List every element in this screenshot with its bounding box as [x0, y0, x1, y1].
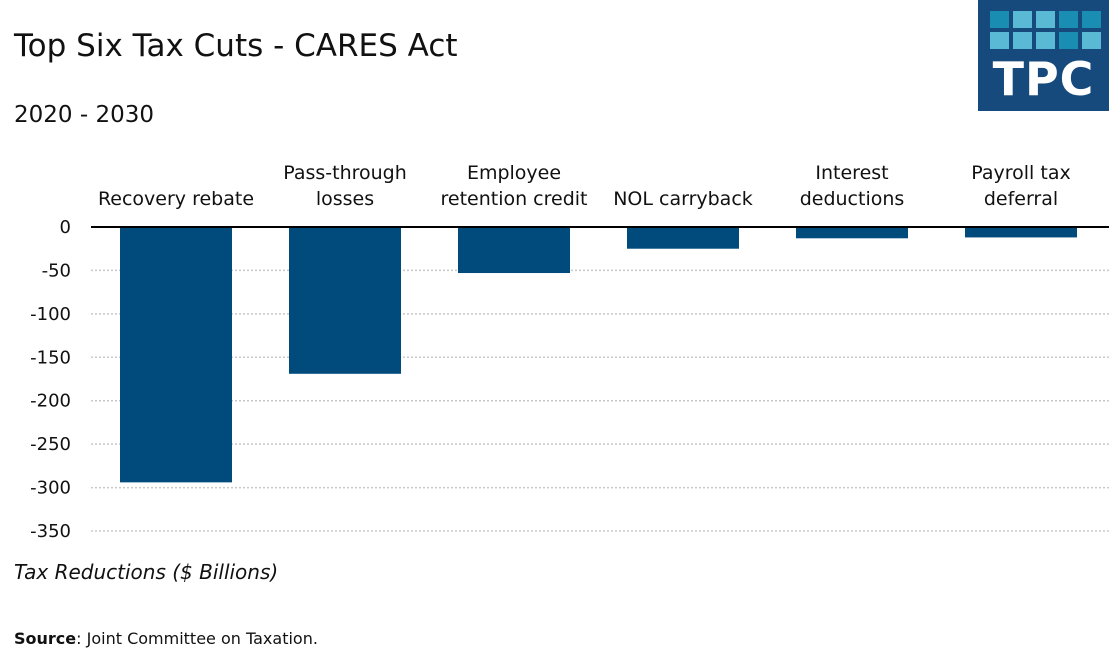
logo-cell	[1082, 32, 1101, 49]
category-label: Employee retention credit	[440, 162, 587, 210]
logo-cell	[1036, 11, 1055, 28]
bar	[965, 227, 1077, 238]
chart-subtitle: 2020 - 2030	[14, 102, 154, 128]
logo-cell	[1013, 11, 1032, 28]
category-labels: Recovery rebate Pass-through losses Employe…	[98, 162, 1071, 210]
logo-cell	[1059, 32, 1078, 49]
chart-title: Top Six Tax Cuts - CARES Act	[14, 28, 458, 64]
category-label: NOL carryback	[613, 188, 753, 210]
y-tick-label: -350	[30, 521, 71, 542]
gridlines	[91, 269, 1109, 532]
bar	[289, 227, 401, 374]
bar	[796, 227, 908, 239]
y-tick-label: -100	[30, 304, 71, 325]
bar	[120, 227, 232, 483]
logo-cell	[1013, 32, 1032, 49]
y-tick-label: -150	[30, 347, 71, 368]
category-label: Recovery rebate	[98, 188, 254, 210]
logo-cell	[1036, 32, 1055, 49]
logo-grid	[990, 11, 1101, 49]
y-tick-label: -200	[30, 391, 71, 412]
logo-cell	[1082, 11, 1101, 28]
bar	[458, 227, 570, 274]
source-note: Source: Joint Committee on Taxation.	[14, 629, 318, 648]
y-axis-ticks: 0 -50 -100 -150 -200 -250 -300 -350	[30, 217, 71, 542]
y-axis-label: Tax Reductions ($ Billions)	[14, 560, 279, 584]
logo-cell	[990, 11, 1009, 28]
bars	[120, 227, 1077, 483]
source-label: Source	[14, 629, 77, 648]
logo-cell	[1059, 11, 1078, 28]
bar	[627, 227, 739, 249]
y-tick-label: -250	[30, 434, 71, 455]
source-text: : Joint Committee on Taxation.	[76, 629, 318, 648]
logo-cell	[990, 32, 1009, 49]
tpc-logo: TPC	[978, 0, 1109, 111]
y-tick-label: -300	[30, 478, 71, 499]
logo-text: TPC	[992, 52, 1095, 106]
category-label: Payroll tax deferral	[971, 162, 1070, 210]
category-label: Pass-through losses	[283, 162, 407, 210]
y-tick-label: -50	[42, 260, 71, 281]
category-label: Interest deductions	[800, 162, 905, 210]
y-tick-label: 0	[60, 217, 71, 238]
